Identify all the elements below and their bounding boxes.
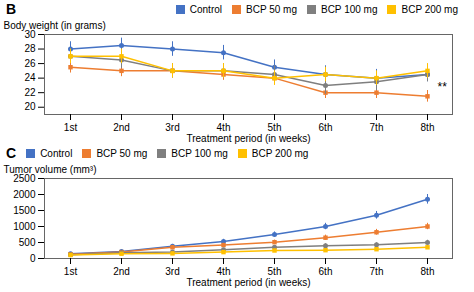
svg-text:20: 20 <box>24 101 36 112</box>
html-text:C: C <box>6 145 17 161</box>
svg-text:2nd: 2nd <box>113 266 130 277</box>
svg-text:5th: 5th <box>268 122 282 133</box>
svg-text:2nd: 2nd <box>113 122 130 133</box>
svg-text:22: 22 <box>24 87 36 98</box>
svg-text:30: 30 <box>24 28 36 40</box>
svg-text:2000: 2000 <box>13 189 36 200</box>
svg-text:26: 26 <box>24 58 36 69</box>
html-text:BCP 50 mg: BCP 50 mg <box>96 147 148 159</box>
svg-text:1st: 1st <box>64 266 78 277</box>
svg-text:4th: 4th <box>217 122 231 133</box>
svg-text:8th: 8th <box>421 266 435 277</box>
html-text:BCP 100 mg: BCP 100 mg <box>321 3 378 15</box>
html-text:BCP 200 mg: BCP 200 mg <box>401 3 458 15</box>
svg-text:1000: 1000 <box>13 221 36 232</box>
svg-text:28: 28 <box>24 43 36 54</box>
svg-text:Treatment period (in weeks): Treatment period (in weeks) <box>186 277 310 288</box>
svg-text:4th: 4th <box>217 266 231 277</box>
svg-text:6th: 6th <box>319 266 333 277</box>
svg-text:1500: 1500 <box>13 205 36 216</box>
svg-text:3rd: 3rd <box>165 266 179 277</box>
svg-text:0: 0 <box>30 253 36 264</box>
svg-text:3rd: 3rd <box>165 122 179 133</box>
html-text:BCP 100 mg: BCP 100 mg <box>171 147 228 159</box>
svg-text:**: ** <box>438 80 448 94</box>
html-text:Control: Control <box>40 147 73 159</box>
svg-text:6th: 6th <box>319 122 333 133</box>
svg-text:Tumor volume (mm³): Tumor volume (mm³) <box>4 164 97 175</box>
svg-text:Body weight (in grams): Body weight (in grams) <box>4 20 106 31</box>
html-text:BCP 200 mg: BCP 200 mg <box>251 147 309 159</box>
svg-text:1st: 1st <box>64 122 78 133</box>
svg-text:7th: 7th <box>370 122 384 133</box>
svg-text:2500: 2500 <box>13 172 36 184</box>
svg-text:7th: 7th <box>370 266 384 277</box>
html-text:Control: Control <box>189 3 222 15</box>
html-text:B: B <box>6 1 17 17</box>
svg-text:Treatment period (in weeks): Treatment period (in weeks) <box>186 133 310 144</box>
svg-text:24: 24 <box>24 72 36 83</box>
svg-text:5th: 5th <box>268 266 282 277</box>
svg-text:8th: 8th <box>421 122 435 133</box>
html-text:BCP 50 mg: BCP 50 mg <box>246 3 297 15</box>
svg-text:500: 500 <box>19 237 36 248</box>
